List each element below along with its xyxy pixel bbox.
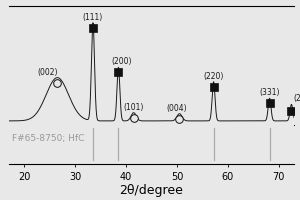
Text: (220): (220) [203, 72, 224, 81]
Text: (331): (331) [259, 88, 280, 97]
Text: (2: (2 [293, 94, 300, 103]
Text: (004): (004) [167, 104, 188, 113]
Text: (101): (101) [124, 103, 144, 112]
Text: (111): (111) [83, 13, 103, 22]
Text: F#65-8750; HfC: F#65-8750; HfC [11, 134, 84, 143]
Text: (002): (002) [37, 68, 58, 77]
Text: (200): (200) [112, 57, 132, 66]
X-axis label: 2θ/degree: 2θ/degree [120, 184, 183, 197]
